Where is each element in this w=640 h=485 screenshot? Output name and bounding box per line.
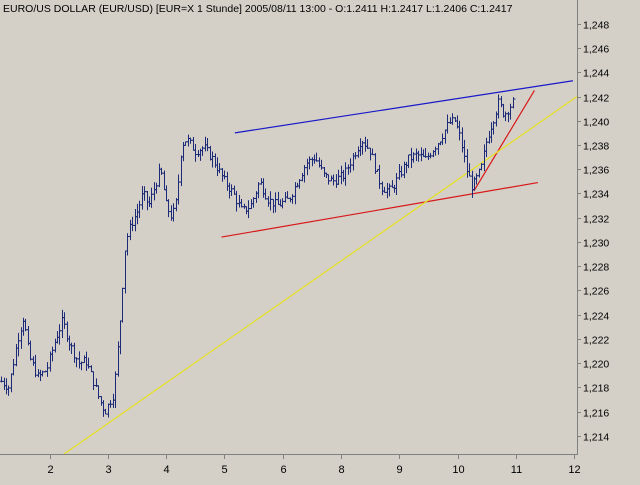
price-bars (0, 94, 516, 418)
x-tick-label: 9 (396, 464, 402, 476)
y-tick-label: 1,226 (583, 286, 609, 298)
y-tick-label: 1,236 (583, 165, 609, 177)
y-axis: 1,214 1,216 1,218 1,220 1,222 1,224 1,226 1,228… (577, 20, 609, 444)
x-tick-label: 2 (47, 464, 53, 476)
x-tick-label: 4 (163, 464, 169, 476)
plot-area (0, 0, 577, 454)
x-tick-label: 8 (338, 464, 344, 476)
y-tick-label: 1,244 (583, 68, 609, 80)
y-tick-label: 1,230 (583, 238, 609, 250)
y-tick-label: 1,218 (583, 383, 609, 395)
x-axis: 2 3 4 5 6 8 9 10 11 12 (47, 454, 581, 476)
y-tick-label: 1,224 (583, 311, 609, 323)
x-tick-label: 11 (511, 464, 522, 476)
x-tick-label: 10 (452, 464, 464, 476)
chart-header: EURO/US DOLLAR (EUR/USD) [EUR=X 1 Stunde… (3, 3, 513, 15)
y-tick-label: 1,222 (583, 335, 609, 347)
trend-lines (63, 80, 578, 455)
y-tick-label: 1,228 (583, 262, 609, 274)
y-tick-label: 1,242 (583, 93, 609, 105)
y-tick-label: 1,216 (583, 408, 609, 420)
y-tick-label: 1,238 (583, 141, 609, 153)
y-tick-label: 1,248 (583, 20, 609, 32)
trend-long-line (63, 96, 578, 455)
ohlc-bar (511, 97, 516, 109)
x-tick-label: 12 (568, 464, 580, 476)
y-tick-label: 1,240 (583, 117, 609, 129)
y-tick-label: 1,246 (583, 44, 609, 56)
channel-bottom-line (221, 181, 539, 238)
trend-short-line (473, 90, 535, 192)
y-tick-label: 1,232 (583, 214, 609, 226)
x-tick-label: 5 (221, 464, 227, 476)
x-tick-label: 6 (280, 464, 286, 476)
y-tick-label: 1,234 (583, 189, 609, 201)
x-tick-label: 3 (105, 464, 111, 476)
channel-top-line (234, 80, 574, 134)
y-tick-label: 1,220 (583, 359, 609, 371)
y-tick-label: 1,214 (583, 432, 609, 444)
